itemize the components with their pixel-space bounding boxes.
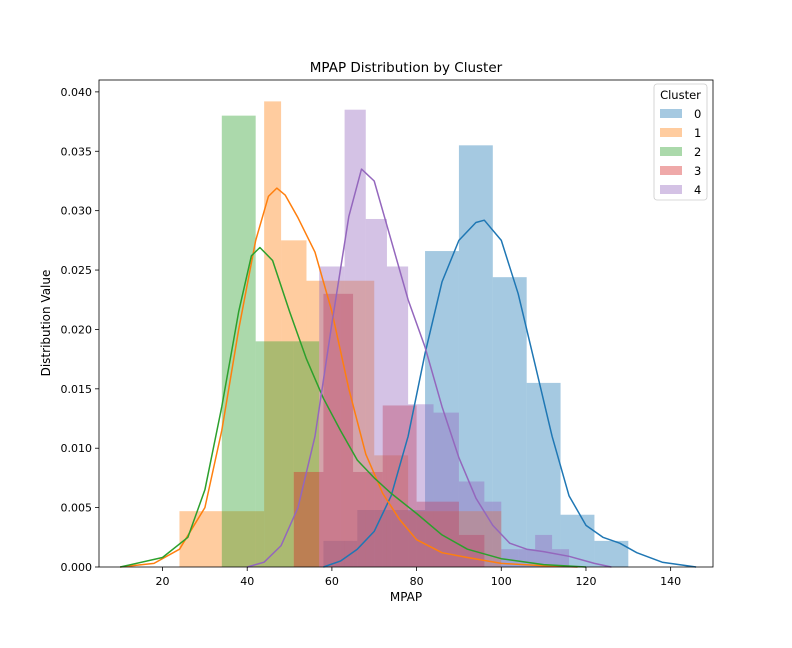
hist-bar-cluster-3 [416, 501, 459, 567]
hist-bar-cluster-0 [425, 251, 459, 568]
hist-bar-cluster-4 [386, 266, 409, 567]
hist-bar-cluster-0 [391, 509, 426, 567]
hist-bar-cluster-4 [484, 501, 502, 567]
hist-bar-cluster-2 [221, 115, 256, 567]
kde-line-cluster-4 [246, 168, 612, 568]
hist-bar-cluster-1 [374, 455, 409, 567]
y-tick-label: 0.000 [61, 561, 93, 574]
hist-bar-cluster-4 [408, 404, 434, 567]
kde-line-cluster-0 [323, 219, 697, 568]
legend-label-cluster-0: 0 [694, 107, 701, 121]
x-tick-label: 140 [660, 575, 681, 588]
x-tick-label: 20 [156, 575, 170, 588]
legend-label-cluster-2: 2 [694, 145, 701, 159]
hist-bar-cluster-4 [344, 109, 366, 567]
legend-label-cluster-1: 1 [694, 126, 701, 140]
hist-bar-cluster-0 [492, 277, 527, 567]
hist-bar-cluster-3 [353, 471, 383, 567]
y-tick-label: 0.005 [61, 502, 93, 515]
hist-bar-cluster-1 [264, 101, 282, 567]
legend-swatch-cluster-4 [660, 185, 682, 194]
legend-label-cluster-4: 4 [694, 183, 701, 197]
axes: 20 40 60 80 100 120 1400.0000.0050.0100.0150.0… [61, 79, 714, 588]
x-axis-label: MPAP [390, 590, 422, 604]
hist-bar-cluster-1 [221, 511, 265, 567]
y-tick-label: 0.010 [61, 442, 93, 455]
x-tick-label: 60 [325, 575, 339, 588]
kde-line-cluster-2 [120, 246, 587, 568]
x-tick-label: 120 [575, 575, 596, 588]
hist-bar-cluster-0 [357, 509, 392, 567]
legend-swatch-cluster-3 [660, 166, 682, 175]
y-tick-label: 0.020 [61, 323, 93, 336]
y-tick-label: 0.040 [61, 86, 93, 99]
hist-bar-cluster-0 [526, 382, 561, 567]
legend-swatch-cluster-2 [660, 147, 682, 156]
y-tick-label: 0.025 [61, 264, 93, 277]
hist-bar-cluster-3 [293, 471, 324, 567]
x-tick-label: 100 [491, 575, 512, 588]
x-tick-label: 40 [240, 575, 254, 588]
legend-title: Cluster [660, 88, 701, 102]
plot-area [120, 101, 697, 568]
hist-bar-cluster-4 [552, 549, 570, 567]
x-tick-label: 80 [410, 575, 424, 588]
y-tick-label: 0.030 [61, 205, 93, 218]
hist-bar-cluster-1 [306, 280, 341, 567]
legend-label-cluster-3: 3 [694, 164, 701, 178]
hist-bar-cluster-4 [433, 412, 459, 567]
hist-bar-cluster-4 [458, 481, 485, 567]
hist-bar-cluster-4 [365, 218, 387, 567]
hist-bar-cluster-4 [319, 266, 345, 567]
hist-bar-cluster-4 [501, 549, 519, 567]
legend-swatch-cluster-0 [660, 109, 682, 118]
hist-bar-cluster-3 [382, 405, 417, 567]
legend: Cluster 0 1 2 3 4 [653, 83, 708, 201]
hist-bar-cluster-1 [281, 240, 307, 568]
axes-frame [98, 79, 714, 568]
y-axis-label: Distribution Value [39, 270, 53, 377]
legend-swatch-cluster-1 [660, 128, 682, 137]
hist-bar-cluster-2 [255, 341, 294, 567]
kde-line-cluster-1 [120, 187, 578, 568]
chart-title: MPAP Distribution by Cluster [310, 60, 503, 76]
legend-box [653, 83, 708, 201]
y-tick-label: 0.035 [61, 145, 93, 158]
y-tick-label: 0.015 [61, 383, 93, 396]
